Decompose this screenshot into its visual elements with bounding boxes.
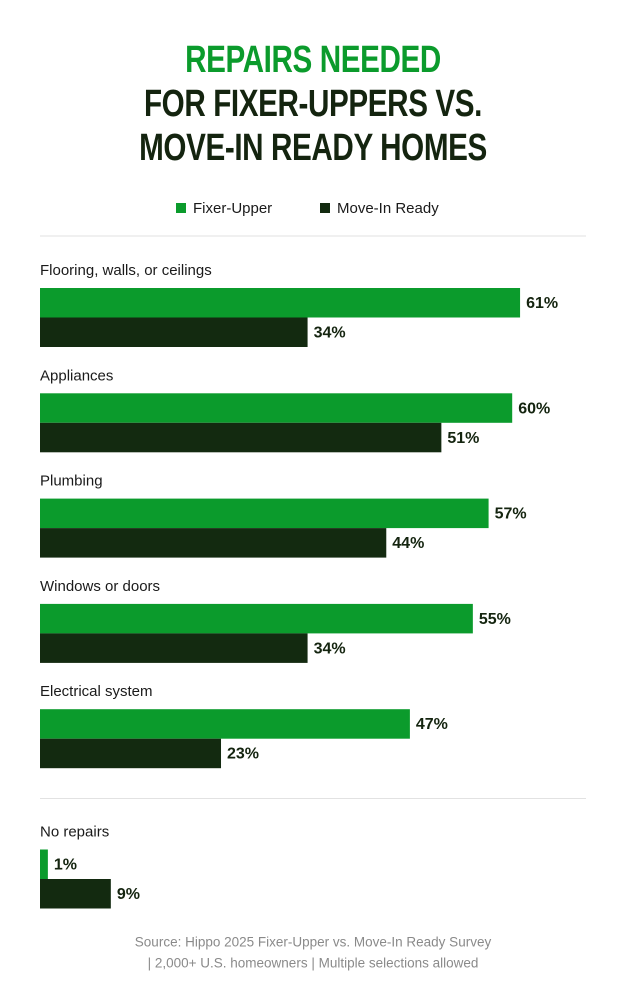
- bar: [40, 603, 473, 634]
- bar: [40, 288, 521, 318]
- bar: [40, 633, 308, 663]
- legend-label: Move-In Ready: [337, 200, 439, 217]
- legend-swatch: [176, 203, 186, 213]
- bar: [40, 879, 111, 909]
- value-label: 55%: [479, 611, 511, 628]
- value-label: 47%: [416, 716, 448, 733]
- legend-swatch: [320, 203, 330, 213]
- category-label: Flooring, walls, or ceilings: [40, 262, 212, 279]
- bar: [40, 849, 48, 879]
- source: Source: Hippo 2025 Fixer-Upper vs. Move-…: [135, 935, 492, 950]
- bar: [40, 738, 222, 769]
- bar: [40, 393, 513, 423]
- bar: [40, 317, 308, 347]
- bar: [40, 498, 489, 529]
- value-label: 61%: [526, 295, 558, 312]
- value-label: 60%: [518, 400, 550, 417]
- chart-title: REPAIRS NEEDED: [185, 39, 441, 81]
- value-label: 51%: [447, 430, 479, 447]
- bar: [40, 528, 387, 558]
- legend-label: Fixer-Upper: [193, 200, 272, 217]
- value-label: 1%: [54, 856, 77, 873]
- category-label: No repairs: [40, 823, 109, 840]
- note: | 2,000+ U.S. homeowners | Multiple sele…: [148, 956, 479, 971]
- bar: [40, 422, 442, 453]
- chart-subtitle: FOR FIXER-UPPERS VS. MOVE-IN READY HOMES: [139, 83, 487, 169]
- value-label: 44%: [392, 535, 424, 552]
- category-label: Appliances: [40, 367, 113, 384]
- value-label: 57%: [495, 506, 527, 523]
- value-label: 23%: [227, 746, 259, 763]
- value-label: 9%: [117, 886, 140, 903]
- category-label: Plumbing: [40, 473, 103, 490]
- bar: [40, 709, 410, 739]
- value-label: 34%: [314, 640, 346, 657]
- category-label: Windows or doors: [40, 578, 160, 595]
- category-label: Electrical system: [40, 683, 153, 700]
- value-label: 34%: [314, 324, 346, 341]
